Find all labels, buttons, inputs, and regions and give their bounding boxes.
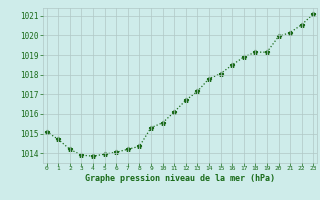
X-axis label: Graphe pression niveau de la mer (hPa): Graphe pression niveau de la mer (hPa) <box>85 174 275 183</box>
